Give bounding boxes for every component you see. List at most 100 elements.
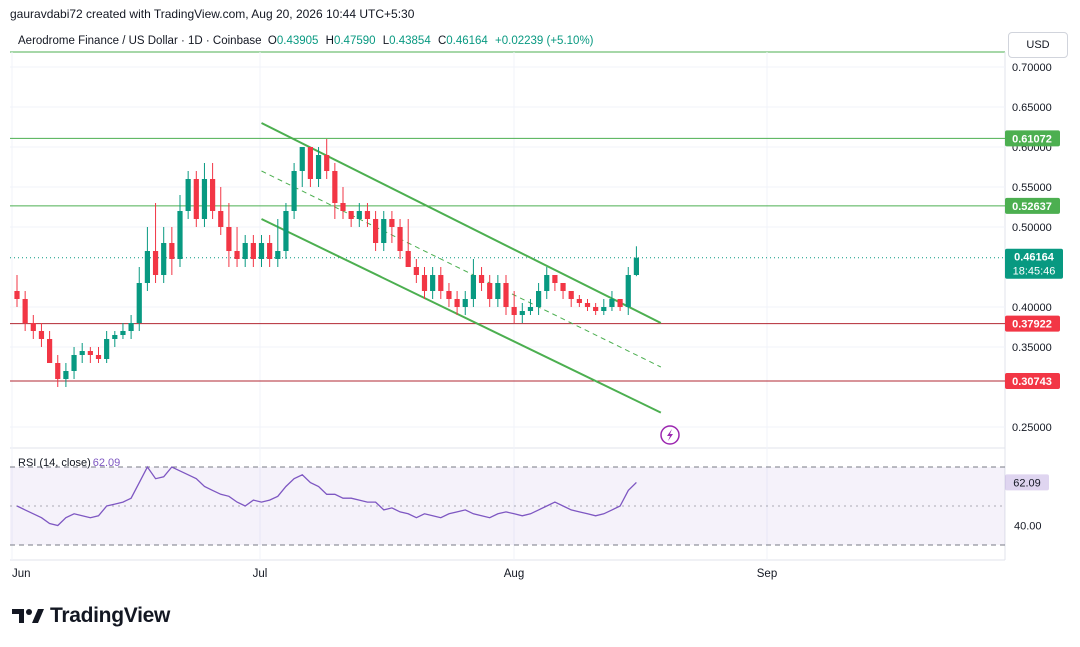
price-level-label: 0.52637 xyxy=(1012,201,1052,213)
candle-body xyxy=(283,211,289,251)
candle-body xyxy=(242,243,248,259)
rsi-legend-value: 62.09 xyxy=(92,457,121,469)
channel-upper-line xyxy=(261,122,662,324)
time-tick-label: Sep xyxy=(757,568,777,580)
change-value: +0.02239 (+5.10%) xyxy=(495,35,594,47)
candle-body xyxy=(258,243,265,259)
candle-body xyxy=(413,267,419,275)
price-tick-label: 0.55000 xyxy=(1012,182,1052,194)
candle-body xyxy=(144,251,150,283)
open-label: O xyxy=(267,35,277,47)
candle-body xyxy=(267,243,273,259)
candle-body xyxy=(454,299,460,307)
currency-selector[interactable]: USD xyxy=(1008,32,1068,58)
rsi-tick-label: 40.00 xyxy=(1014,521,1042,533)
chart-credit: gauravdabi72 created with TradingView.co… xyxy=(10,7,415,21)
candle-body xyxy=(511,307,517,315)
high-label: H xyxy=(325,35,334,47)
candle-body xyxy=(356,211,362,219)
price-level-label: 0.37922 xyxy=(1012,319,1052,331)
channel-middle-line xyxy=(261,170,662,368)
candle-body xyxy=(421,275,428,291)
rsi-band-fill xyxy=(10,467,1005,545)
candle-body xyxy=(536,291,542,307)
candle-body xyxy=(373,219,379,243)
close-value: 0.46164 xyxy=(446,35,488,47)
candle-body xyxy=(291,171,297,211)
candle-body xyxy=(462,299,468,307)
candle-body xyxy=(389,219,395,227)
candle-body xyxy=(430,275,436,291)
candle-body xyxy=(120,331,126,335)
candle-body xyxy=(340,203,346,211)
tradingview-logo[interactable]: TradingView xyxy=(12,604,170,628)
candle-body xyxy=(136,283,142,323)
price-level-badge xyxy=(1005,373,1060,390)
candle-body xyxy=(79,351,85,355)
symbol-legend: Aerodrome Finance / US Dollar · 1D · Coi… xyxy=(18,35,594,47)
close-label: C xyxy=(437,35,447,47)
candle-body xyxy=(30,323,36,331)
candle-body xyxy=(55,363,61,379)
price-levels xyxy=(10,137,1005,382)
price-tick-label: 0.70000 xyxy=(1012,62,1052,74)
price-axis[interactable]: 0.700000.650000.600000.550000.500000.400… xyxy=(1005,62,1063,533)
channel-lower-line xyxy=(261,218,662,414)
countdown-label: 18:45:46 xyxy=(1013,266,1056,278)
symbol-title[interactable]: Aerodrome Finance / US Dollar · 1D · Coi… xyxy=(18,35,262,47)
candle-body xyxy=(381,219,387,243)
rsi-pane[interactable] xyxy=(10,465,1005,546)
last-price-label: 0.46164 xyxy=(1014,252,1055,264)
candle-body xyxy=(617,299,623,307)
candle-body xyxy=(503,283,509,307)
candle-body xyxy=(152,251,159,275)
price-level-label: 0.30743 xyxy=(1012,376,1052,388)
candle-body xyxy=(299,147,305,171)
candle-body xyxy=(95,355,102,359)
candle-body xyxy=(593,307,599,311)
candle-body xyxy=(446,291,452,299)
candle-body xyxy=(364,211,371,219)
time-tick-label: Aug xyxy=(504,568,524,580)
candle-body xyxy=(527,307,534,311)
price-tick-label: 0.65000 xyxy=(1012,102,1052,114)
time-tick-label: Jun xyxy=(12,568,31,580)
candle-body xyxy=(307,147,313,179)
candle-body xyxy=(226,227,232,251)
candle-body xyxy=(348,211,354,219)
candle-body xyxy=(87,351,93,355)
price-tick-label: 0.35000 xyxy=(1012,342,1052,354)
candle-body xyxy=(487,283,493,299)
candle-body xyxy=(63,371,69,379)
candle-body xyxy=(104,339,110,359)
price-level-badge xyxy=(1005,197,1060,214)
time-tick-label: Jul xyxy=(253,568,268,580)
candle-body xyxy=(112,335,118,339)
time-axis[interactable]: Jun Jul Aug Sep xyxy=(12,568,777,580)
candle-body xyxy=(470,275,476,299)
candle-body xyxy=(405,251,411,267)
candle-body xyxy=(128,323,134,331)
last-price-badge xyxy=(1005,248,1063,279)
candle-body xyxy=(315,155,322,179)
candle-body xyxy=(552,275,558,283)
candle-body xyxy=(519,311,525,315)
grid xyxy=(10,51,1006,561)
rsi-line xyxy=(16,465,637,527)
price-level-badge xyxy=(1005,315,1060,332)
candle-body xyxy=(625,275,631,307)
candle-body xyxy=(38,331,45,339)
brand-name: TradingView xyxy=(50,604,171,627)
candle-body xyxy=(47,339,53,363)
candle-body xyxy=(478,275,485,283)
price-tick-label: 0.25000 xyxy=(1012,422,1052,434)
price-level-badge xyxy=(1005,130,1060,147)
candle-body xyxy=(161,243,167,275)
lightning-icon[interactable] xyxy=(660,425,680,445)
candle-body xyxy=(234,251,240,259)
price-tick-label: 0.50000 xyxy=(1012,222,1052,234)
candle-body xyxy=(576,299,582,303)
candle-body xyxy=(438,275,444,291)
candle-body xyxy=(495,283,501,299)
